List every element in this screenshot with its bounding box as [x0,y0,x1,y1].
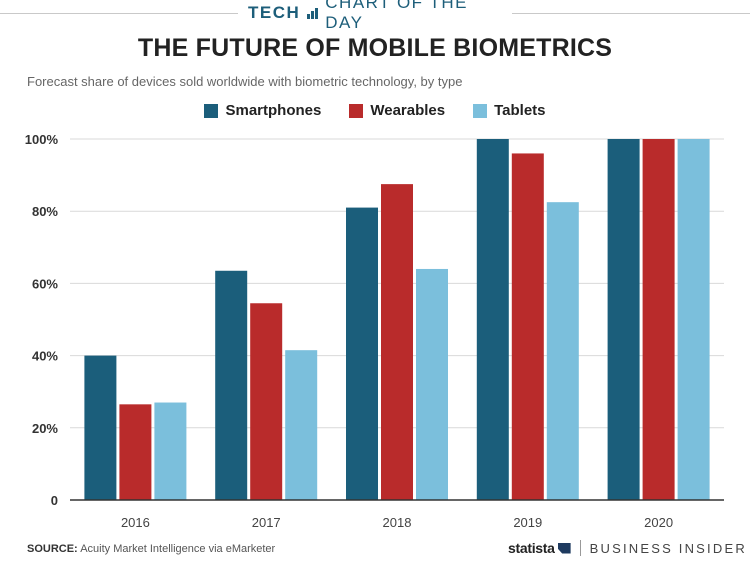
bar-smartphones-2018 [346,207,378,500]
brand-block: statista BUSINESS INSIDER [508,540,747,556]
banner-rule-left [0,13,238,14]
legend-swatch [204,103,219,118]
legend-item-tablets: Tablets [473,102,546,119]
chart-of-the-day-banner: TECH CHART OF THE DAY [0,0,750,32]
y-tick-label: 60% [32,276,58,291]
legend-label: Wearables [370,102,446,119]
bar-tablets-2017 [285,350,318,500]
legend-item-wearables: Wearables [349,102,445,119]
y-tick-label: 0 [51,493,58,508]
legend-swatch [473,103,488,118]
chart-title: THE FUTURE OF MOBILE BIOMETRICS [137,34,613,62]
x-tick-label: 2017 [252,515,281,530]
bar-wearables-2018 [381,184,413,500]
banner-rule-right [512,13,750,14]
bar-smartphones-2019 [476,139,509,500]
business-insider-logo: BUSINESS INSIDER [589,540,747,556]
bar-tablets-2020 [677,139,710,500]
legend-swatch [349,103,364,118]
bar-wearables-2017 [250,303,283,500]
source-label: SOURCE: [27,543,78,555]
bar-wearables-2019 [511,153,544,500]
bar-tablets-2018 [416,268,448,500]
legend-item-smartphones: Smartphones [204,102,321,119]
y-tick-label: 40% [32,349,58,364]
banner-tag: TECH CHART OF THE DAY [248,0,504,32]
x-tick-label: 2016 [121,515,150,530]
legend-label: Tablets [494,102,546,119]
y-tick-label: 100% [25,132,59,147]
statista-logo: statista [508,540,555,556]
y-tick-label: 20% [32,421,58,436]
y-tick-label: 80% [32,204,58,219]
bar-smartphones-2017 [215,270,248,500]
banner-section: TECH [248,3,301,22]
x-tick-label: 2020 [644,515,673,530]
bar-wearables-2016 [119,404,152,500]
x-tick-label: 2019 [513,515,542,530]
brand-divider [579,540,581,556]
source-text: Acuity Market Intelligence via eMarketer [80,543,276,555]
source-note: SOURCE: Acuity Market Intelligence via e… [27,543,275,555]
bar-tablets-2016 [154,402,187,500]
x-tick-label: 2018 [383,515,412,530]
chart-subtitle: Forecast share of devices sold worldwide… [27,74,463,89]
bar-tablets-2019 [546,202,579,501]
legend-label: Smartphones [225,102,322,119]
bar-smartphones-2020 [607,139,640,500]
chart-legend: Smartphones Wearables Tablets [0,102,750,119]
banner-series: CHART OF THE DAY [325,0,468,32]
bar-smartphones-2016 [84,355,117,500]
bar-chart-icon [307,7,319,19]
statista-mark-icon [557,542,571,554]
bar-wearables-2020 [642,139,675,500]
